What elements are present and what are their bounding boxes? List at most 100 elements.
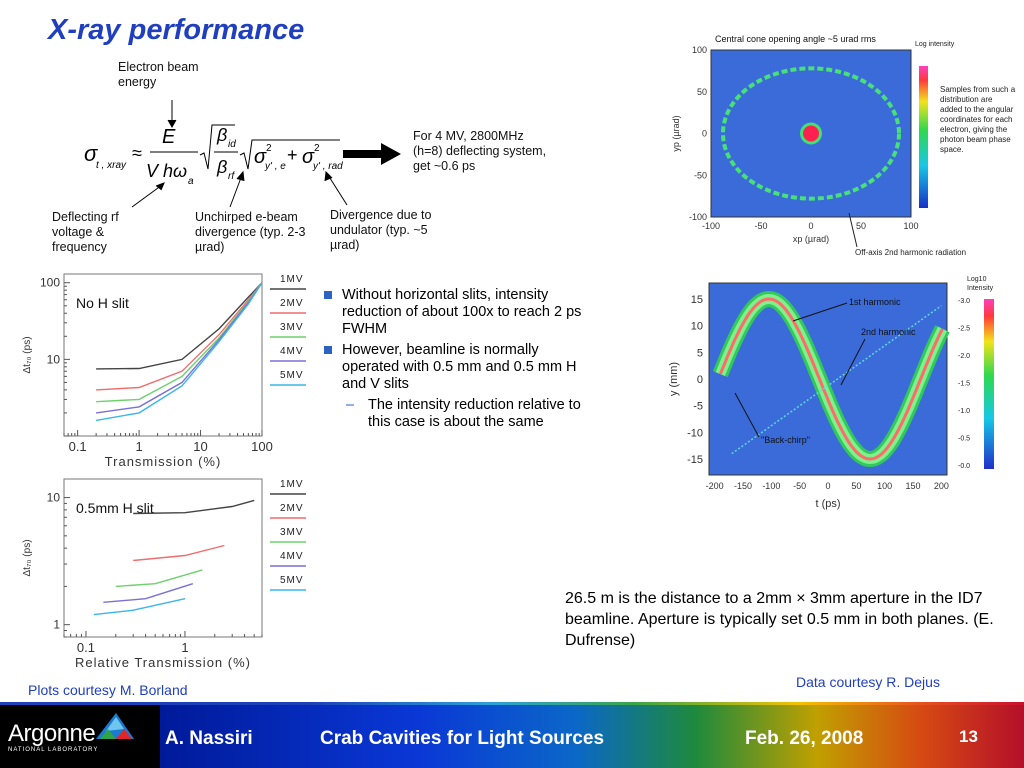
x-tick-label: -50 (754, 221, 767, 231)
bullet-list: Without horizontal slits, intensity redu… (322, 287, 592, 431)
dash-icon: – (346, 397, 355, 413)
svg-text:2: 2 (266, 143, 272, 154)
x-tick-label: 0 (825, 481, 830, 491)
x-tick-label: 1 (181, 640, 188, 655)
chart-title: No H slit (76, 295, 129, 311)
y-tick-label: -10 (687, 427, 703, 439)
series-line (93, 598, 186, 616)
bullet-item: Without horizontal slits, intensity redu… (322, 287, 592, 338)
x-tick-label: 1 (135, 439, 142, 454)
annotation-back-chirp: "Back-chirp" (761, 435, 810, 445)
caption-borland: Plots courtesy M. Borland (28, 682, 188, 698)
y-tick-label: -5 (693, 401, 703, 413)
x-tick-label: 0.1 (77, 640, 95, 655)
chart-title: Central cone opening angle ~5 urad rms (715, 34, 876, 44)
footer-talk-title: Crab Cavities for Light Sources (320, 728, 605, 749)
svg-text:E: E (162, 126, 176, 148)
y-axis-label: Δt₇₀ (ps) (22, 539, 33, 576)
annotation-line: distribution are (940, 95, 993, 104)
colorbar-tick-label: -2.5 (958, 326, 970, 333)
right-arrow-icon (343, 143, 401, 165)
annotation-pointer (734, 392, 760, 438)
x-tick-label: -200 (706, 481, 724, 491)
svg-text:σ: σ (254, 146, 267, 168)
series-line (133, 499, 255, 515)
svg-text:id: id (228, 139, 236, 150)
caption-dejus: Data courtesy R. Dejus (796, 674, 940, 690)
x-axis-label: xp (µrad) (793, 234, 829, 244)
y-tick-label: 1 (53, 618, 60, 632)
annotation-second-harmonic: 2nd harmonic (861, 327, 916, 337)
legend-label: 1MV (280, 274, 304, 285)
label-deflecting-system: For 4 MV, 2800MHz (h=8) deflecting syste… (413, 129, 547, 173)
y-tick-label: 100 (692, 45, 707, 55)
aperture-note: 26.5 m is the distance to a 2mm × 3mm ap… (565, 590, 994, 649)
annotation-pointer (792, 302, 848, 322)
x-tick-label: -100 (762, 481, 780, 491)
harmonic-ring (721, 66, 901, 201)
colorbar-label: Log10 (967, 276, 987, 283)
legend-label: 2MV (280, 503, 304, 514)
svg-text:β: β (216, 125, 227, 145)
label-electron-beam-energy: Electron beam energy (118, 60, 199, 89)
argonne-logo: Argonne NATIONAL LABORATORY (8, 720, 98, 753)
legend-label: 4MV (280, 346, 304, 357)
x-tick-label: 100 (251, 439, 273, 454)
y-axis-label: Δt₇₀ (ps) (22, 336, 33, 373)
x-tick-label: 50 (856, 221, 866, 231)
legend-label: 1MV (280, 479, 304, 490)
svg-text:y' , rad: y' , rad (312, 161, 343, 172)
annotation-line: coordinates for each (940, 115, 1013, 124)
svg-text:t , xray: t , xray (96, 160, 127, 171)
bullet-item: However, beamline is normally operated w… (322, 342, 592, 393)
y-tick-label: 5 (697, 347, 703, 359)
legend-label: 5MV (280, 575, 304, 586)
colorbar-label: Intensity (967, 285, 994, 292)
chart-half-mm-h-slit: 0.1 1 1 10 0.5mm H slit Relative Transmission… (22, 478, 306, 670)
y-tick-label: 10 (47, 491, 61, 505)
footer-stripe (0, 702, 1024, 705)
legend-label: 3MV (280, 527, 304, 538)
x-tick-label: 50 (851, 481, 861, 491)
x-tick-label: 100 (877, 481, 892, 491)
svg-text:2: 2 (314, 143, 320, 154)
x-tick-label: -100 (702, 221, 720, 231)
chart-angular-distribution: Central cone opening angle ~5 urad rms -1… (671, 34, 1016, 257)
y-tick-label: 10 (691, 321, 703, 333)
series-line (115, 569, 203, 588)
x-tick-label: 10 (193, 439, 207, 454)
x-tick-label: -50 (793, 481, 806, 491)
svg-text:rf: rf (228, 171, 235, 182)
bottom-annotation: Off-axis 2nd harmonic radiation (855, 248, 966, 257)
sub-bullet-text: The intensity reduction relative to this… (368, 397, 581, 430)
series-line (133, 544, 225, 562)
colorbar-label: Log intensity (915, 41, 955, 48)
footer-date: Feb. 26, 2008 (745, 728, 864, 749)
chart-title: 0.5mm H slit (76, 500, 154, 516)
y-tick-label: 100 (40, 276, 60, 290)
x-tick-label: -150 (734, 481, 752, 491)
colorbar (984, 299, 994, 469)
y-axis-label: yp (µrad) (671, 115, 681, 151)
harmonic-core (718, 297, 944, 461)
series-line (95, 282, 263, 422)
colorbar-tick-label: -1.5 (958, 381, 970, 388)
series-line (96, 282, 263, 391)
svg-text:V hω: V hω (146, 161, 187, 181)
side-annotation: Samples from such a distribution are added… (940, 85, 1016, 154)
svg-text:≈: ≈ (132, 143, 142, 163)
chart-no-h-slit: 0.1 1 10 100 10 100 No H slit Transmission (%) Δ… (22, 273, 306, 469)
y-tick-label: 50 (697, 87, 707, 97)
footer-gradient (160, 705, 1024, 768)
series-line (96, 282, 263, 370)
x-tick-label: 150 (905, 481, 920, 491)
annotation-first-harmonic: 1st harmonic (849, 297, 901, 307)
y-tick-label: 10 (47, 352, 61, 366)
svg-text:σ: σ (302, 146, 315, 168)
logo-text: Argonne (8, 720, 96, 747)
x-tick-label: 100 (903, 221, 918, 231)
colorbar-tick-label: -3.0 (958, 298, 970, 305)
y-tick-label: 15 (691, 294, 703, 306)
chart-time-vs-y: -200 -150 -100 -50 0 50 100 150 200151050-5-10-1… (668, 276, 994, 510)
back-chirp-line (731, 305, 942, 455)
